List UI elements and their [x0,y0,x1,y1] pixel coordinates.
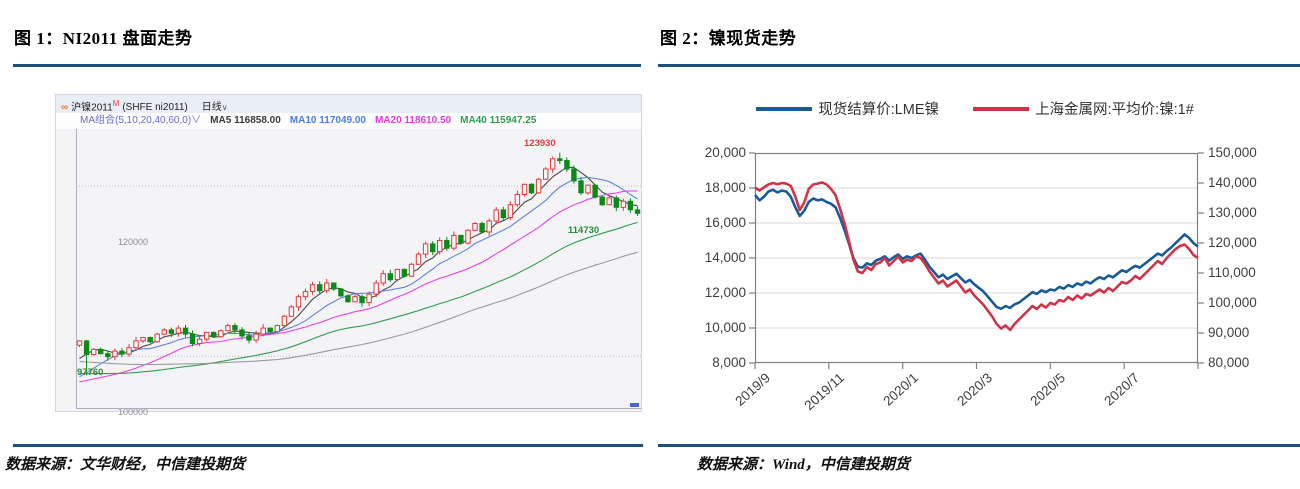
x-tick-label: 2019/11 [801,370,847,414]
ma-combo-dropdown[interactable]: MA组合(5,10,20,40,60,0)∨ [80,115,202,126]
line-chart [749,152,1204,369]
x-tick-label: 2020/1 [879,370,921,409]
legend-label: 上海金属网:平均价:镍:1# [1035,102,1194,118]
ma-values: MA5 116858.00 MA10 117049.00 MA20 118610.5… [201,115,536,126]
y-left-tick-label: 18,000 [704,180,746,195]
figure2-title: 图 2：镍现货走势 [660,29,797,48]
y-left-tick-label: 14,000 [704,250,746,265]
period-dropdown[interactable]: 日线∨ [201,102,228,114]
x-tick-label: 2020/5 [1027,370,1069,409]
price-label-low: 97760 [77,367,104,378]
y-right-tick-label: 100,000 [1208,295,1257,310]
contract-code: (SHFE ni2011) [122,102,188,114]
y-left-tick-label: 12,000 [704,285,746,300]
y-right-tick-label: 150,000 [1208,145,1257,160]
legend-label: 现货结算价:LME镍 [818,102,940,118]
contract-flag: M [112,99,120,108]
price-label-ma40: 114730 [568,225,600,236]
figure1-title-rule [13,64,641,67]
figure2-source: 数据来源：Wind，中信建投期货 [697,457,910,473]
contract-symbol: 沪镍2011 [71,102,113,114]
legend-line-icon [756,106,813,111]
y-left-tick-label: 16,000 [704,215,746,230]
candlestick-chart: 123930 114730 97760 [76,129,641,409]
wenhua-terminal-panel: ∞ 沪镍2011M (SHFE ni2011) 日线∨ MA组合(5,10,20,40… [55,94,642,417]
y-right-tick-label: 120,000 [1208,235,1257,250]
kchart-ytick-100000: 100000 [117,407,148,417]
terminal-header: ∞ 沪镍2011M (SHFE ni2011) 日线∨ [56,95,641,113]
price-label-peak: 123930 [524,138,556,149]
ma-value-ma40: MA40 115947.25 [460,115,537,126]
y-right-tick-label: 140,000 [1208,175,1257,190]
figure2-title-rule [658,64,1300,67]
y-left-tick-label: 8,000 [712,355,746,370]
ma-value-ma10: MA10 117049.00 [289,115,366,126]
y-right-tick-label: 130,000 [1208,205,1257,220]
legend-item-1: 上海金属网:平均价:镍:1# [973,98,1194,119]
chevron-down-icon: ∨ [191,115,202,126]
figure1-source: 数据来源：文华财经，中信建投期货 [5,457,246,473]
ma-value-ma5: MA5 116858.00 [210,115,281,126]
ma-readout-bar: MA组合(5,10,20,40,60,0)∨ MA5 116858.00 MA10 … [56,113,641,129]
spot-price-panel: 现货结算价:LME镍 上海金属网:平均价:镍:1# 20,000 18,000 16,… [650,0,1300,489]
y-right-tick-label: 110,000 [1208,265,1256,280]
figure1-footer-rule [13,444,643,447]
y-right-tick-label: 80,000 [1208,355,1250,370]
wenhua-logo-icon: ∞ [61,102,69,114]
figure2-footer-rule [658,444,1300,447]
chart-legend: 现货结算价:LME镍 上海金属网:平均价:镍:1# [650,98,1300,119]
figure1-title: 图 1：NI2011 盘面走势 [14,29,193,48]
legend-item-0: 现货结算价:LME镍 [756,98,939,119]
y-left-tick-label: 10,000 [704,320,746,335]
x-tick-label: 2019/9 [732,370,774,409]
chevron-down-icon: ∨ [221,103,228,113]
y-right-tick-label: 90,000 [1208,325,1250,340]
ma-value-ma20: MA20 118610.50 [374,115,452,126]
x-tick-label: 2020/7 [1101,370,1143,409]
y-left-tick-label: 20,000 [704,145,746,160]
x-tick-label: 2020/3 [953,370,995,409]
kchart-ytick-120000: 120000 [117,237,148,247]
legend-line-icon [973,106,1030,111]
